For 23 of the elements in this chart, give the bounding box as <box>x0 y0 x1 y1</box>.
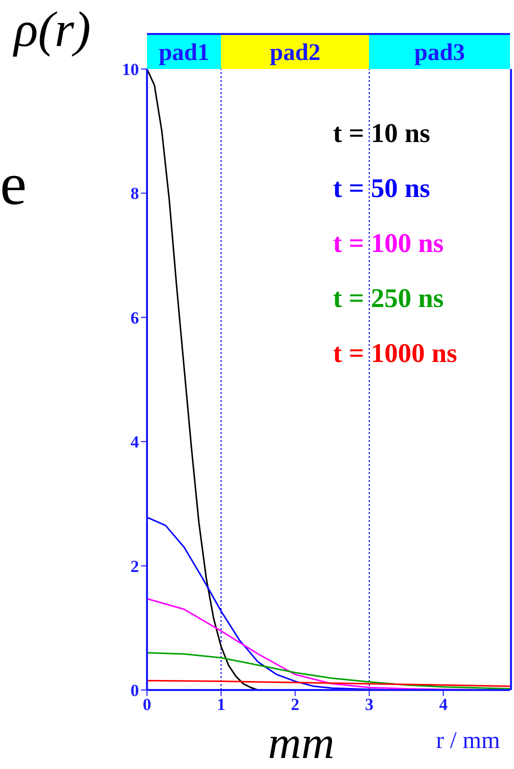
x-tick-label: 1 <box>216 695 226 714</box>
text: mm <box>268 716 334 769</box>
y-tick-label: 8 <box>130 184 139 204</box>
y-tick-label: 4 <box>130 432 140 452</box>
text: t = 50 ns <box>333 173 430 204</box>
text: t = 10 ns <box>333 118 430 149</box>
text: t = 100 ns <box>333 228 444 259</box>
text: e <box>0 150 27 219</box>
y-tick-label: 2 <box>130 556 139 576</box>
x-tick-label: 4 <box>439 695 448 714</box>
pad-cell: pad1 <box>147 33 222 69</box>
x-tick-label: 0 <box>142 695 152 714</box>
pad-cell: pad3 <box>369 33 510 69</box>
x-tick-label: 2 <box>290 695 300 714</box>
x-tick-label: 3 <box>364 695 374 714</box>
y-tick-label: 6 <box>130 308 139 328</box>
text: t = 1000 ns <box>333 338 458 369</box>
y-tick-label: 10 <box>122 60 139 80</box>
y-axis-title: ρ(r) <box>14 0 91 58</box>
y-tick-label: 0 <box>130 681 139 700</box>
x-axis-title: r / mm <box>436 728 500 755</box>
text: t = 250 ns <box>333 283 444 314</box>
pad-cell: pad2 <box>221 33 370 69</box>
